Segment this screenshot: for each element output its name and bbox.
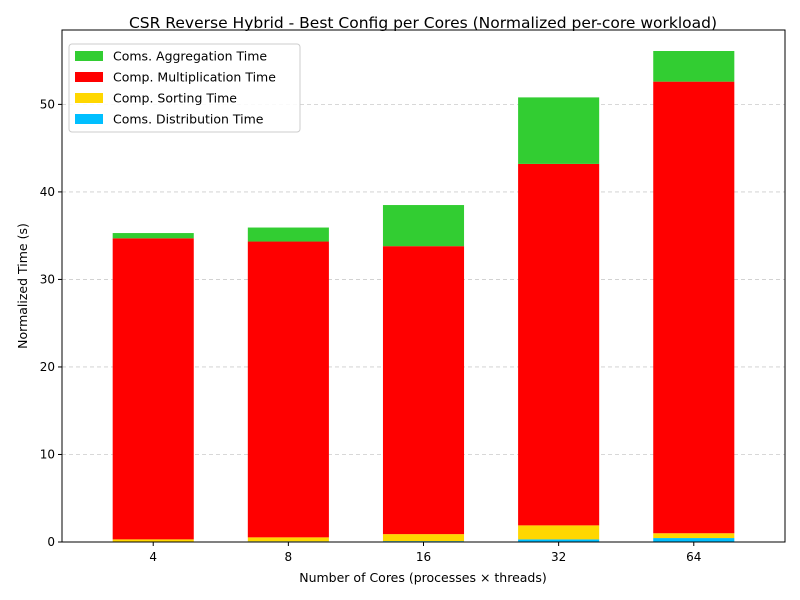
bar-segment (518, 525, 600, 540)
y-tick-label: 30 (40, 272, 55, 286)
legend-box (68, 43, 301, 133)
x-tick-label: 4 (149, 550, 157, 564)
legend-label: Coms. Aggregation Time (113, 49, 267, 64)
bars (112, 51, 735, 542)
legend-swatch (75, 93, 103, 103)
y-axis-label: Normalized Time (s) (15, 223, 30, 349)
x-tick-label: 32 (551, 550, 566, 564)
legend-label: Coms. Distribution Time (113, 112, 264, 127)
y-axis-ticks: 0 10 20 30 40 50 (40, 97, 62, 549)
x-axis-ticks: 4 8 16 32 64 (149, 542, 701, 564)
y-tick-label: 40 (40, 185, 55, 199)
legend-label: Comp. Sorting Time (113, 91, 237, 106)
bar-segment (518, 539, 600, 542)
chart-title: CSR Reverse Hybrid - Best Config per Cor… (129, 14, 717, 32)
bar-segment (112, 539, 194, 542)
bar-segment (653, 51, 735, 82)
x-tick-label: 8 (285, 550, 293, 564)
legend: Coms. Aggregation Time Comp. Multiplicati… (68, 43, 301, 133)
bar-segment (247, 537, 329, 542)
bar-segment (382, 205, 465, 247)
y-tick-label: 20 (40, 360, 55, 374)
bar-segment (653, 533, 735, 539)
y-tick-label: 0 (47, 535, 55, 549)
y-tick-label: 10 (40, 447, 55, 461)
legend-label: Comp. Multiplication Time (113, 70, 276, 85)
bar-segment (382, 534, 465, 542)
bar-segment (247, 241, 329, 538)
bar-segment (382, 246, 465, 535)
bar-segment (518, 163, 600, 526)
bar-segment (247, 227, 329, 242)
y-tick-label: 50 (40, 97, 55, 111)
x-tick-label: 16 (416, 550, 431, 564)
legend-swatch (75, 114, 103, 124)
legend-swatch (75, 51, 103, 61)
bar-segment (518, 97, 600, 164)
x-tick-label: 64 (686, 550, 701, 564)
bar-segment (653, 538, 735, 542)
legend-swatch (75, 72, 103, 82)
x-axis-label: Number of Cores (processes × threads) (299, 570, 547, 585)
bar-segment (112, 238, 194, 540)
bar-segment (653, 81, 735, 534)
bar-segment (112, 233, 194, 239)
